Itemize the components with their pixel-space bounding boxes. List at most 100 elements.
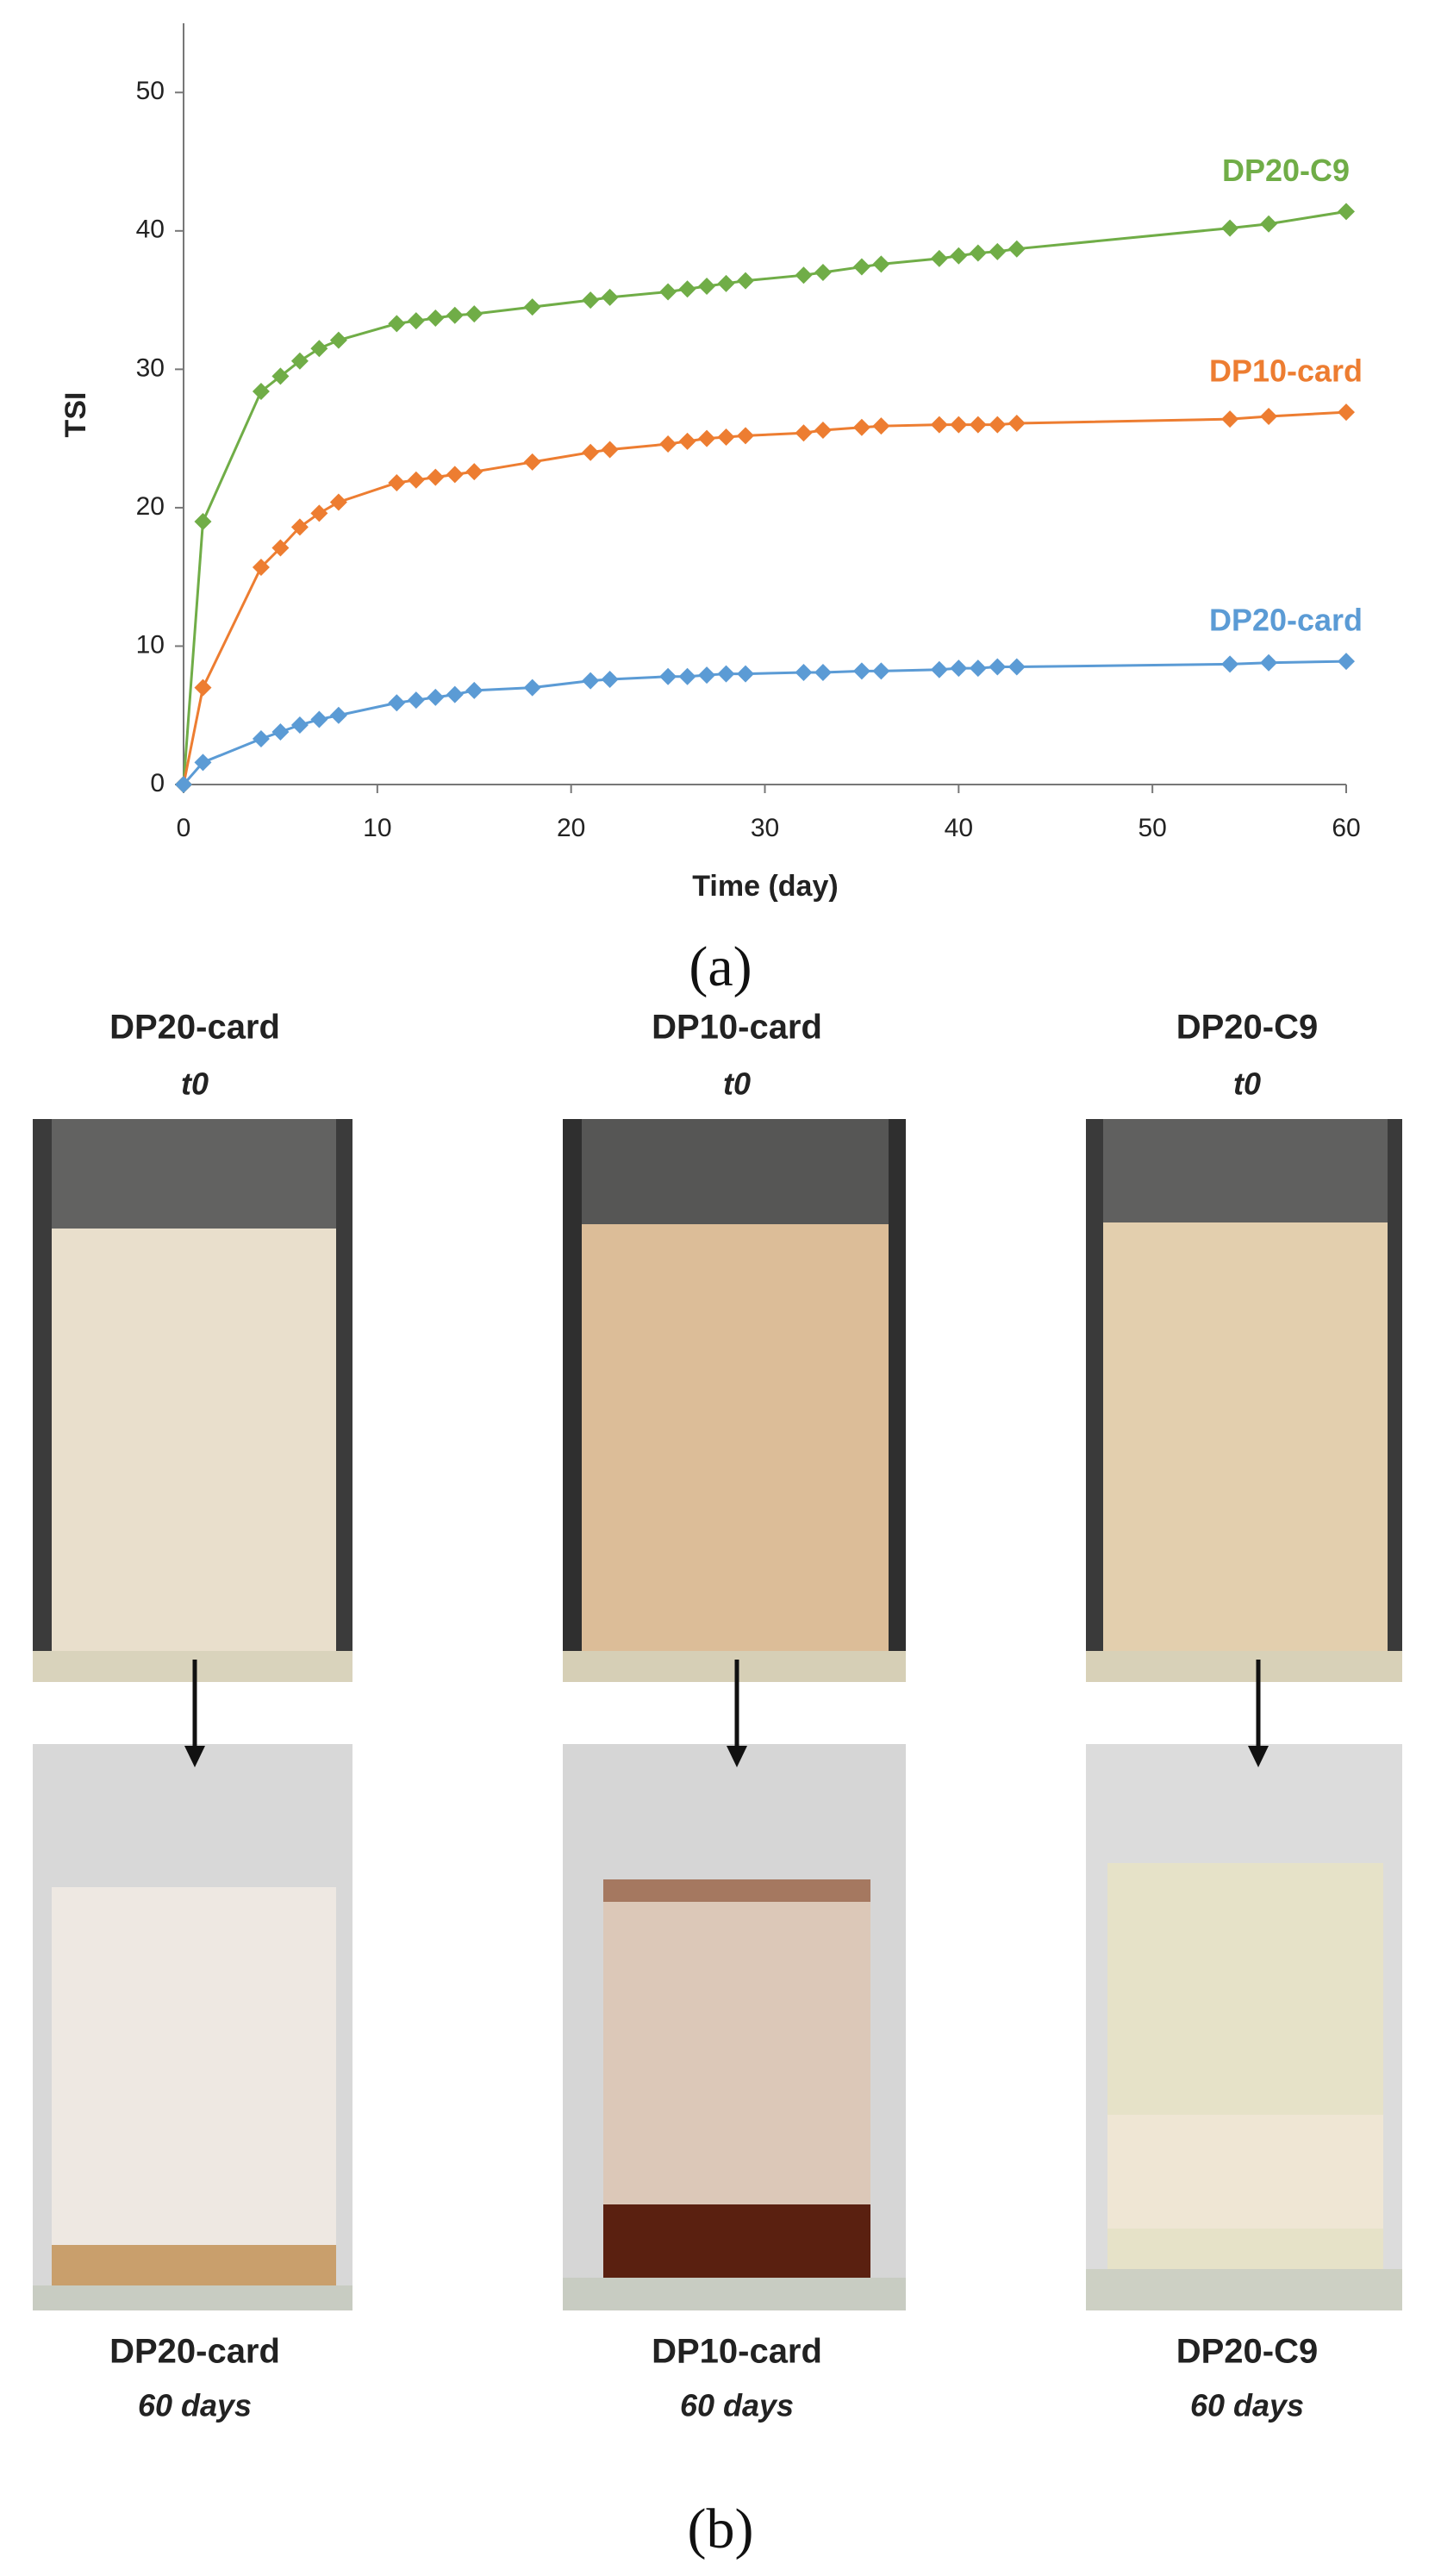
photo bbox=[563, 1119, 906, 2310]
x-tick-label: 40 bbox=[945, 814, 973, 842]
y-tick-label: 50 bbox=[136, 77, 165, 105]
x-tick-label: 0 bbox=[177, 814, 191, 842]
point bbox=[1338, 203, 1355, 221]
sample-time: t0 bbox=[1233, 1066, 1261, 1102]
sample-time: 60 days bbox=[680, 2388, 794, 2423]
point bbox=[465, 463, 483, 481]
sample-name: DP10-card bbox=[652, 2333, 822, 2371]
point bbox=[252, 730, 270, 748]
point bbox=[678, 432, 696, 450]
point bbox=[737, 665, 755, 683]
point bbox=[1221, 410, 1239, 428]
point bbox=[659, 435, 677, 453]
point bbox=[407, 691, 425, 710]
point bbox=[1007, 414, 1026, 432]
point bbox=[465, 681, 483, 699]
point bbox=[582, 672, 600, 690]
y-axis-title: TSI bbox=[59, 392, 92, 438]
point bbox=[852, 662, 870, 680]
point bbox=[175, 776, 192, 793]
point bbox=[950, 416, 968, 434]
x-tick-label: 30 bbox=[751, 814, 779, 842]
point bbox=[582, 291, 600, 309]
series-label: DP20-C9 bbox=[1222, 153, 1350, 188]
point bbox=[872, 417, 890, 435]
sample-time: 60 days bbox=[1190, 2388, 1304, 2423]
sample-name: DP20-C9 bbox=[1176, 2333, 1319, 2371]
point bbox=[678, 280, 696, 298]
sample-name: DP20-card bbox=[109, 2333, 280, 2371]
point bbox=[523, 678, 541, 697]
series-line bbox=[182, 209, 1347, 785]
point bbox=[465, 305, 483, 323]
point bbox=[737, 272, 755, 290]
point bbox=[852, 418, 870, 436]
point bbox=[737, 427, 755, 445]
point bbox=[1260, 653, 1278, 672]
point bbox=[872, 662, 890, 680]
point bbox=[814, 422, 832, 440]
y-tick-label: 40 bbox=[136, 216, 165, 244]
sample-name: DP20-card bbox=[109, 1009, 280, 1047]
point bbox=[271, 539, 290, 557]
point bbox=[329, 331, 347, 349]
point bbox=[194, 678, 212, 697]
point bbox=[271, 722, 290, 741]
caption: (a) bbox=[689, 935, 752, 998]
point bbox=[329, 706, 347, 724]
photo bbox=[1086, 1119, 1402, 2310]
x-tick-label: 60 bbox=[1332, 814, 1360, 842]
point bbox=[601, 441, 619, 459]
x-tick-label: 20 bbox=[557, 814, 585, 842]
point bbox=[872, 255, 890, 273]
series-line bbox=[182, 660, 1347, 785]
point bbox=[1338, 653, 1355, 671]
point bbox=[388, 315, 406, 333]
point bbox=[1260, 215, 1278, 233]
point bbox=[252, 383, 270, 401]
point bbox=[795, 266, 813, 284]
point bbox=[930, 249, 948, 267]
arrow bbox=[184, 1660, 1269, 1767]
point bbox=[601, 288, 619, 306]
x-tick-label: 50 bbox=[1138, 814, 1166, 842]
point bbox=[329, 493, 347, 511]
point bbox=[290, 518, 309, 536]
point bbox=[1260, 407, 1278, 425]
point bbox=[407, 471, 425, 489]
point bbox=[814, 263, 832, 281]
point bbox=[310, 340, 328, 358]
point bbox=[1221, 655, 1239, 673]
point bbox=[659, 667, 677, 685]
point bbox=[1221, 219, 1239, 237]
series-label: DP10-card bbox=[1209, 353, 1363, 389]
point bbox=[678, 667, 696, 685]
sample-time: t0 bbox=[181, 1066, 209, 1102]
point bbox=[427, 688, 445, 706]
point bbox=[1007, 240, 1026, 258]
point bbox=[698, 429, 716, 447]
x-tick-label: 10 bbox=[363, 814, 391, 842]
point bbox=[523, 298, 541, 316]
point bbox=[290, 352, 309, 370]
point bbox=[814, 663, 832, 681]
point bbox=[601, 670, 619, 688]
point bbox=[698, 278, 716, 296]
point bbox=[950, 660, 968, 678]
sample-time: t0 bbox=[723, 1066, 751, 1102]
point bbox=[252, 558, 270, 576]
point bbox=[969, 660, 987, 678]
point bbox=[446, 685, 464, 703]
point bbox=[950, 247, 968, 265]
point bbox=[795, 424, 813, 442]
point bbox=[1338, 403, 1355, 422]
sample-name: DP10-card bbox=[652, 1009, 822, 1047]
point bbox=[310, 504, 328, 522]
point bbox=[194, 512, 212, 530]
point bbox=[717, 665, 735, 683]
y-tick-label: 10 bbox=[136, 630, 165, 659]
point bbox=[427, 309, 445, 327]
point bbox=[717, 274, 735, 292]
x-axis-title: Time (day) bbox=[692, 870, 838, 903]
